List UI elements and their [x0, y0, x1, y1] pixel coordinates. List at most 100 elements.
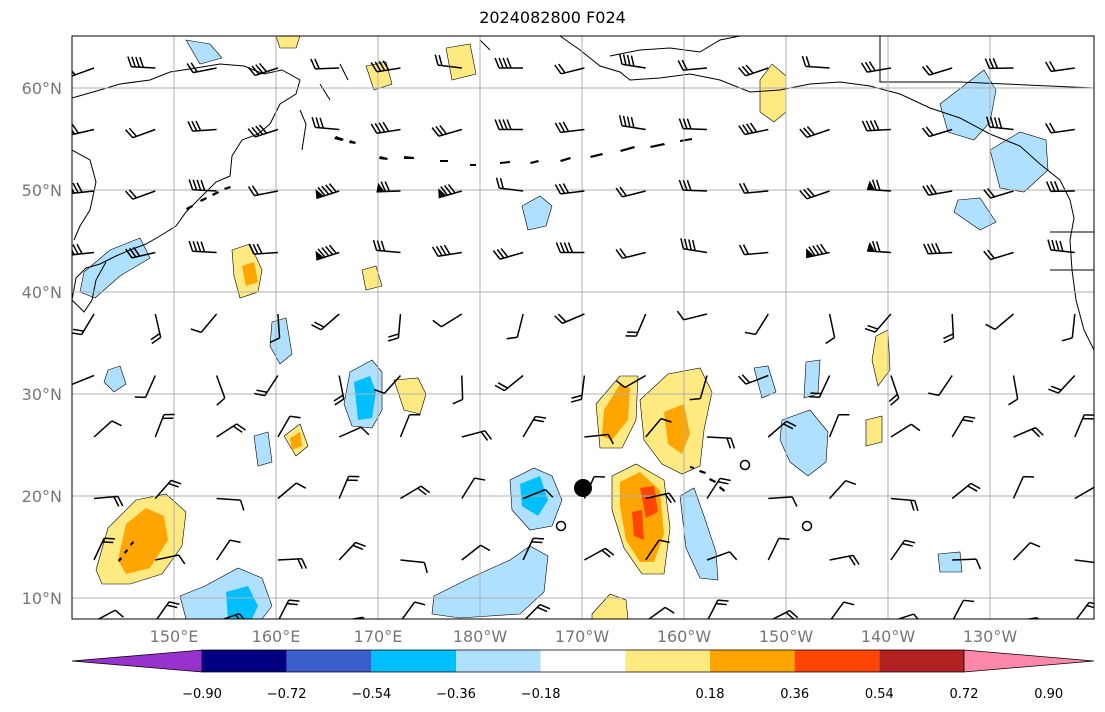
lat-label: 30°N — [22, 385, 62, 404]
wind-barb — [921, 126, 953, 138]
wind-barb — [461, 430, 493, 441]
wind-barb — [951, 415, 976, 438]
contour-orange-40n-155e — [242, 262, 258, 286]
wind-barb — [615, 186, 646, 198]
wind-barb — [93, 609, 124, 619]
wind-barb — [951, 482, 981, 500]
wind-barb — [625, 313, 647, 337]
wind-barb — [645, 417, 672, 438]
wind-barb — [72, 313, 95, 336]
calm-marker — [739, 459, 751, 471]
contour-red-hawaii-3 — [640, 486, 658, 518]
wind-barb — [952, 558, 982, 570]
wind-barb — [888, 375, 900, 406]
wind-barb — [554, 63, 585, 75]
contour-yellow-aleutian-1 — [365, 61, 393, 91]
wind-barb — [1061, 313, 1076, 342]
wind-barb — [187, 120, 217, 132]
wind-barb — [808, 375, 831, 399]
wind-barb — [922, 184, 953, 196]
wind-barb — [618, 53, 646, 69]
wind-barb — [645, 606, 675, 619]
lon-label: 140°W — [861, 627, 916, 646]
wind-barb — [277, 415, 301, 438]
wind-barb — [506, 313, 524, 340]
wind-barb — [676, 310, 708, 321]
wind-barb — [370, 121, 401, 134]
wind-barb — [248, 243, 278, 255]
colorbar-tick-label: −0.72 — [267, 687, 307, 702]
wind-barb — [706, 477, 731, 499]
coast-asia-siberia — [72, 149, 97, 241]
lat-label: 40°N — [22, 283, 62, 302]
colorbar-tick-label: 0.72 — [950, 687, 979, 702]
wind-barb — [134, 375, 156, 399]
contour-blue-small-4 — [185, 39, 223, 65]
coast-alaska — [559, 36, 1075, 219]
wind-barb — [799, 126, 830, 139]
wind-barb — [584, 547, 615, 561]
wind-barb — [522, 537, 545, 561]
wind-barb — [247, 124, 279, 138]
contour-blue-small-5 — [953, 197, 997, 231]
wind-barb — [372, 239, 401, 254]
wind-barb — [985, 116, 1014, 131]
wind-barb — [829, 554, 860, 566]
colorbar: −0.90 −0.72 −0.54 −0.36 −0.18 0.18 0.36 0.54 0.7… — [71, 649, 1095, 702]
colorbar-segment — [540, 650, 626, 672]
wind-barb — [311, 116, 340, 131]
wind-barb — [188, 179, 217, 192]
wind-barb — [738, 374, 769, 385]
wind-barb — [93, 537, 115, 561]
wind-barbs — [72, 53, 1094, 619]
wind-barb — [125, 189, 156, 200]
wind-barb — [738, 64, 769, 77]
wind-barb — [1074, 485, 1094, 500]
wind-barb — [678, 118, 708, 131]
wind-barb — [522, 488, 554, 500]
wind-barb — [860, 61, 892, 73]
wind-barb — [984, 58, 1014, 70]
contour-blue-small-3 — [253, 431, 273, 467]
wind-barb — [216, 497, 245, 511]
wind-barb — [1074, 414, 1094, 438]
wind-barb — [864, 313, 892, 333]
wind-barb — [125, 246, 156, 259]
contour-blue-small-8 — [803, 359, 821, 399]
contour-blue-small-6 — [937, 551, 963, 573]
wind-barb — [374, 374, 402, 395]
colorbar-tick-label: 0.54 — [865, 687, 894, 702]
wind-barb — [805, 243, 830, 259]
colorbar-segment — [371, 650, 456, 672]
wind-barb — [400, 485, 431, 500]
wind-barb — [767, 420, 797, 438]
contour-yellow-top-1 — [275, 36, 301, 49]
wind-barb — [706, 436, 736, 449]
wind-barb — [277, 482, 307, 500]
wind-barb — [254, 375, 279, 397]
longitude-ticks: 150°E 160°E 170°E 180°W 170°W 160°W 150°W 140°W… — [150, 627, 1018, 646]
wind-barb — [1074, 559, 1094, 574]
wind-barb — [825, 313, 836, 345]
colorbar-tick-label: −0.36 — [436, 687, 476, 702]
coast-japan — [72, 261, 107, 313]
wind-barb — [127, 56, 156, 69]
lat-label: 60°N — [22, 79, 62, 98]
wind-barb — [615, 374, 647, 389]
wind-barb — [494, 374, 524, 392]
colorbar-tick-label: −0.54 — [351, 687, 391, 702]
wind-barb — [738, 244, 769, 256]
wind-barb — [1013, 617, 1044, 619]
contour-yellow-40n-170e — [361, 265, 383, 291]
wind-barb — [338, 541, 366, 561]
wind-barb — [983, 249, 1014, 261]
wind-barb — [72, 243, 95, 256]
colorbar-tick-label: −0.18 — [521, 687, 561, 702]
wind-barb — [461, 544, 491, 561]
wind-barb — [310, 58, 340, 70]
wind-barb — [689, 375, 708, 401]
wind-barb — [125, 127, 156, 139]
wind-barb — [432, 313, 463, 328]
wind-barb — [890, 539, 916, 561]
station-markers — [555, 459, 813, 532]
